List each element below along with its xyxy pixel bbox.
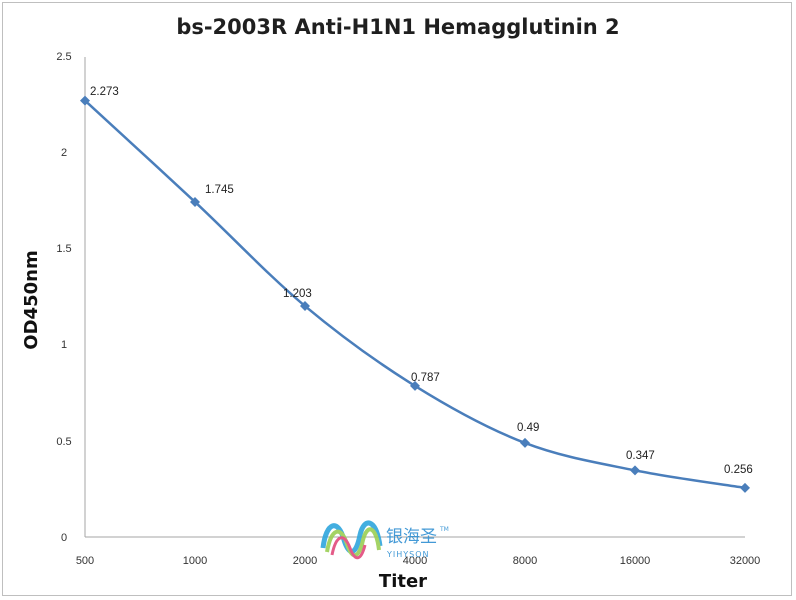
x-tick-label: 1000 [183,555,207,567]
x-tick-label: 32000 [730,555,761,567]
y-tick-label: 2.5 [56,51,71,63]
data-label: 0.256 [724,464,753,476]
data-point-marker [410,380,420,391]
y-tick-label: 1.5 [56,243,71,255]
y-axis-label: OD450nm [21,250,42,349]
x-tick-label: 8000 [513,555,537,567]
data-point-marker [630,465,640,476]
x-axis-label: Titer [379,571,427,592]
chart-title: bs-2003R Anti-H1N1 Hemagglutinin 2 [176,15,619,39]
data-label: 0.49 [517,422,539,434]
y-tick-label: 2 [61,147,67,159]
series-line [84,99,746,490]
y-tick-label: 1 [61,339,67,351]
x-tick-label: 500 [76,555,94,567]
x-tick-label: 4000 [403,555,427,567]
data-label: 1.745 [205,184,234,196]
y-tick-label: 0 [61,532,67,544]
data-label: 1.203 [283,288,312,300]
watermark-trademark: TM [439,526,449,533]
data-point-marker [80,95,90,106]
x-axis-ticks: 500 1000 2000 4000 8000 16000 32000 [76,555,760,567]
x-tick-label: 16000 [620,555,651,567]
data-point-marker [300,301,310,312]
series-line-group [84,99,746,490]
y-tick-label: 0.5 [56,436,71,448]
wave-logo-icon [320,520,383,560]
watermark: 银海圣 TM YIHYSON [320,520,449,560]
series-markers [80,95,750,493]
data-point-marker [190,196,200,207]
data-labels: 2.273 1.745 1.203 0.787 0.49 0.347 0.256 [90,86,753,476]
data-label: 0.787 [411,372,440,384]
x-tick-label: 2000 [293,555,317,567]
data-label: 0.347 [626,450,655,462]
data-point-marker [740,482,750,493]
watermark-chinese-text: 银海圣 [386,527,437,547]
axes [84,57,745,538]
data-point-marker [520,437,530,448]
data-label: 2.273 [90,86,119,98]
y-axis-ticks: 0 0.5 1 1.5 2 2.5 [56,51,71,544]
watermark-english-text: YIHYSON [386,550,430,559]
